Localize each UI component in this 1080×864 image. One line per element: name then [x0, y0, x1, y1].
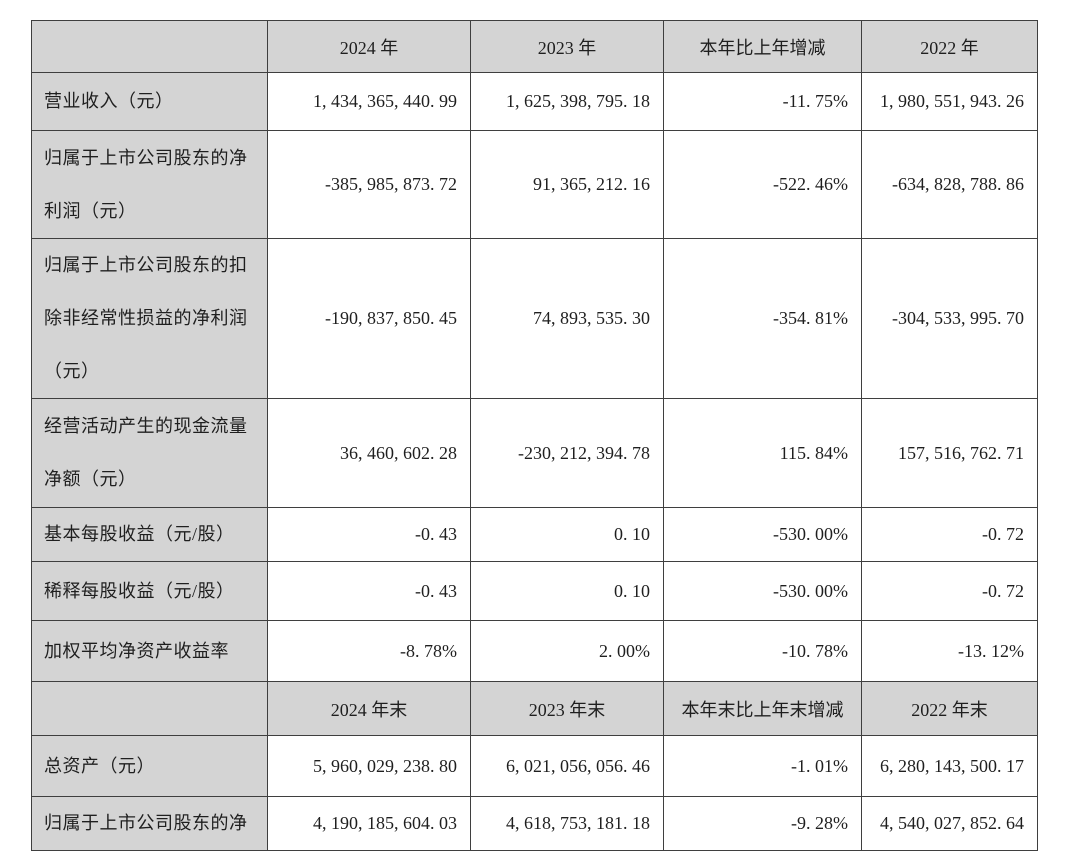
value-yoy-change: -522. 46% — [663, 130, 862, 239]
value-2024: -0. 43 — [267, 507, 471, 562]
column-header-2024-year-end: 2024 年末 — [267, 681, 471, 736]
value-2023: 1, 625, 398, 795. 18 — [470, 72, 664, 131]
value-2023: 2. 00% — [470, 620, 664, 682]
value-2024: -8. 78% — [267, 620, 471, 682]
value-2022: -634, 828, 788. 86 — [861, 130, 1038, 239]
value-2022: 157, 516, 762. 71 — [861, 398, 1038, 508]
value-2022: -13. 12% — [861, 620, 1038, 682]
value-yoy-change: 115. 84% — [663, 398, 862, 508]
value-2024: 1, 434, 365, 440. 99 — [267, 72, 471, 131]
value-yoy-change: -11. 75% — [663, 72, 862, 131]
row-label: 经营活动产生的现金流量 净额（元） — [31, 398, 268, 508]
table-row-net-profit-attributable: 归属于上市公司股东的净 利润（元） -385, 985, 873. 72 91,… — [31, 130, 1038, 239]
value-2024: -190, 837, 850. 45 — [267, 238, 471, 399]
table-row-operating-cash-flow: 经营活动产生的现金流量 净额（元） 36, 460, 602. 28 -230,… — [31, 398, 1038, 508]
value-2022-year-end: 4, 540, 027, 852. 64 — [861, 796, 1038, 851]
value-year-end-change: -1. 01% — [663, 735, 862, 797]
value-2022: -0. 72 — [861, 507, 1038, 562]
value-yoy-change: -530. 00% — [663, 561, 862, 621]
value-2023: 74, 893, 535. 30 — [470, 238, 664, 399]
value-2024: -385, 985, 873. 72 — [267, 130, 471, 239]
table-row-diluted-eps: 稀释每股收益（元/股） -0. 43 0. 10 -530. 00% -0. 7… — [31, 561, 1038, 621]
column-header-2023: 2023 年 — [470, 20, 664, 73]
financial-summary-table: 2024 年 2023 年 本年比上年增减 2022 年 营业收入（元） 1, … — [31, 20, 1038, 851]
table-row-weighted-avg-roe: 加权平均净资产收益率 -8. 78% 2. 00% -10. 78% -13. … — [31, 620, 1038, 682]
value-2024: 36, 460, 602. 28 — [267, 398, 471, 508]
column-header-2024: 2024 年 — [267, 20, 471, 73]
table-row-basic-eps: 基本每股收益（元/股） -0. 43 0. 10 -530. 00% -0. 7… — [31, 507, 1038, 562]
row-label: 营业收入（元） — [31, 72, 268, 131]
column-header-2023-year-end: 2023 年末 — [470, 681, 664, 736]
table-row-operating-revenue: 营业收入（元） 1, 434, 365, 440. 99 1, 625, 398… — [31, 72, 1038, 131]
value-yoy-change: -354. 81% — [663, 238, 862, 399]
value-2022: -0. 72 — [861, 561, 1038, 621]
value-2024: -0. 43 — [267, 561, 471, 621]
value-2023-year-end: 4, 618, 753, 181. 18 — [470, 796, 664, 851]
value-2022: -304, 533, 995. 70 — [861, 238, 1038, 399]
column-header-2022-year-end: 2022 年末 — [861, 681, 1038, 736]
table-row-net-assets-attributable: 归属于上市公司股东的净 4, 190, 185, 604. 03 4, 618,… — [31, 796, 1038, 851]
table-header-row-year-end: 2024 年末 2023 年末 本年末比上年末增减 2022 年末 — [31, 681, 1038, 736]
value-yoy-change: -10. 78% — [663, 620, 862, 682]
value-yoy-change: -530. 00% — [663, 507, 862, 562]
column-header-year-end-change: 本年末比上年末增减 — [663, 681, 862, 736]
row-label: 稀释每股收益（元/股） — [31, 561, 268, 621]
table-header-row-annual: 2024 年 2023 年 本年比上年增减 2022 年 — [31, 20, 1038, 73]
value-2024-year-end: 4, 190, 185, 604. 03 — [267, 796, 471, 851]
row-label: 归属于上市公司股东的净 利润（元） — [31, 130, 268, 239]
table-row-net-profit-excl-nonrecurring: 归属于上市公司股东的扣 除非经常性损益的净利润 （元） -190, 837, 8… — [31, 238, 1038, 399]
value-2022: 1, 980, 551, 943. 26 — [861, 72, 1038, 131]
value-year-end-change: -9. 28% — [663, 796, 862, 851]
row-label: 基本每股收益（元/股） — [31, 507, 268, 562]
corner-cell — [31, 681, 268, 736]
row-label: 归属于上市公司股东的扣 除非经常性损益的净利润 （元） — [31, 238, 268, 399]
value-2022-year-end: 6, 280, 143, 500. 17 — [861, 735, 1038, 797]
corner-cell — [31, 20, 268, 73]
value-2023: 0. 10 — [470, 507, 664, 562]
value-2024-year-end: 5, 960, 029, 238. 80 — [267, 735, 471, 797]
row-label: 加权平均净资产收益率 — [31, 620, 268, 682]
row-label: 总资产（元） — [31, 735, 268, 797]
value-2023: 0. 10 — [470, 561, 664, 621]
column-header-yoy-change: 本年比上年增减 — [663, 20, 862, 73]
value-2023-year-end: 6, 021, 056, 056. 46 — [470, 735, 664, 797]
value-2023: -230, 212, 394. 78 — [470, 398, 664, 508]
column-header-2022: 2022 年 — [861, 20, 1038, 73]
row-label: 归属于上市公司股东的净 — [31, 796, 268, 851]
value-2023: 91, 365, 212. 16 — [470, 130, 664, 239]
table-row-total-assets: 总资产（元） 5, 960, 029, 238. 80 6, 021, 056,… — [31, 735, 1038, 797]
